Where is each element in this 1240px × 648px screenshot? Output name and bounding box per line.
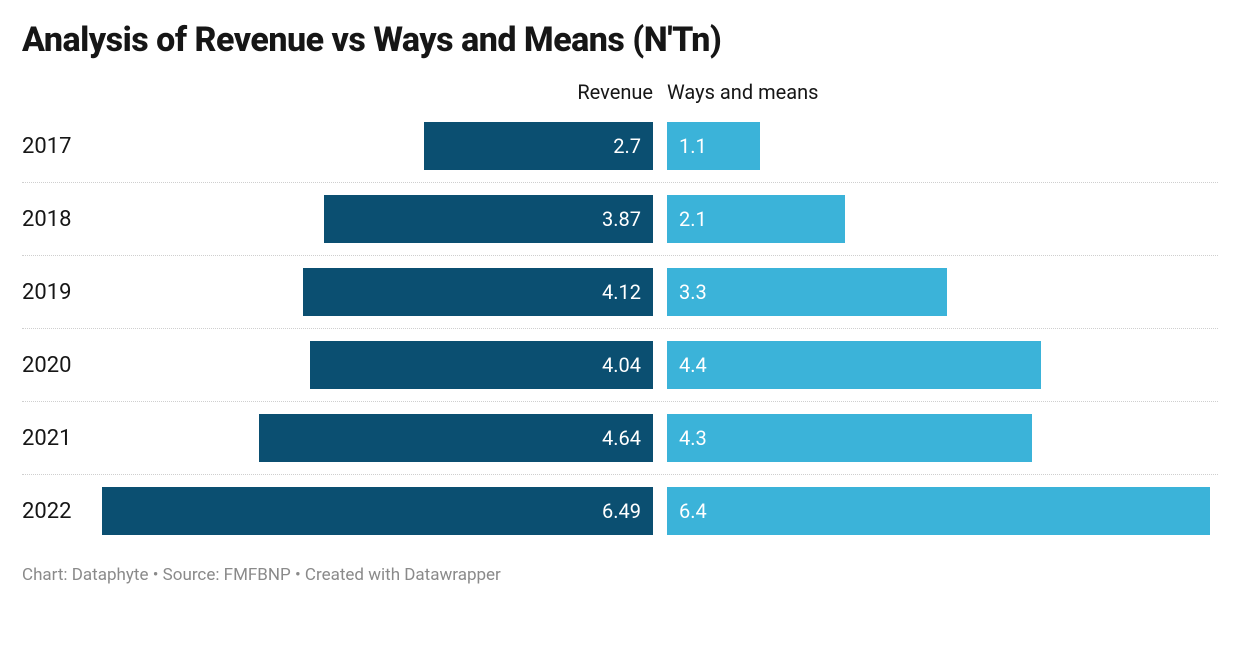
ways-value: 1.1 (679, 134, 707, 158)
year-label: 2020 (22, 341, 102, 389)
revenue-bar: 6.49 (102, 487, 653, 535)
revenue-value: 3.87 (602, 207, 641, 231)
year-label: 2021 (22, 414, 102, 462)
data-row: 2019 4.12 3.3 (22, 256, 1218, 329)
header-ways: Ways and means (667, 80, 818, 104)
revenue-bar: 4.64 (259, 414, 653, 462)
data-row: 2022 6.49 6.4 (22, 475, 1218, 547)
revenue-bar: 4.04 (310, 341, 653, 389)
chart-title: Analysis of Revenue vs Ways and Means (N… (22, 20, 1218, 60)
year-label: 2022 (22, 487, 102, 535)
ways-value: 4.3 (679, 426, 707, 450)
revenue-value: 6.49 (602, 499, 641, 523)
ways-bar: 4.4 (667, 341, 1041, 389)
data-row: 2018 3.87 2.1 (22, 183, 1218, 256)
ways-bar: 4.3 (667, 414, 1032, 462)
ways-bar: 2.1 (667, 195, 845, 243)
ways-value: 2.1 (679, 207, 707, 231)
ways-value: 4.4 (679, 353, 707, 377)
data-row: 2020 4.04 4.4 (22, 329, 1218, 402)
revenue-value: 4.04 (602, 353, 641, 377)
ways-value: 3.3 (679, 280, 707, 304)
ways-bar: 3.3 (667, 268, 947, 316)
ways-bar: 6.4 (667, 487, 1210, 535)
data-row: 2021 4.64 4.3 (22, 402, 1218, 475)
year-label: 2017 (22, 122, 102, 170)
diverging-bar-chart: Revenue Ways and means 2017 2.7 1.1 2018 3.8… (22, 78, 1218, 547)
year-label: 2019 (22, 268, 102, 316)
column-headers: Revenue Ways and means (22, 78, 1218, 104)
data-row: 2017 2.7 1.1 (22, 110, 1218, 183)
ways-bar: 1.1 (667, 122, 760, 170)
revenue-bar: 2.7 (424, 122, 653, 170)
ways-value: 6.4 (679, 499, 707, 523)
revenue-bar: 3.87 (324, 195, 653, 243)
revenue-bar: 4.12 (303, 268, 653, 316)
revenue-value: 4.64 (602, 426, 641, 450)
chart-footer: Chart: Dataphyte • Source: FMFBNP • Crea… (22, 565, 1218, 585)
header-revenue: Revenue (577, 80, 653, 104)
revenue-value: 4.12 (602, 280, 641, 304)
year-label: 2018 (22, 195, 102, 243)
revenue-value: 2.7 (613, 134, 641, 158)
